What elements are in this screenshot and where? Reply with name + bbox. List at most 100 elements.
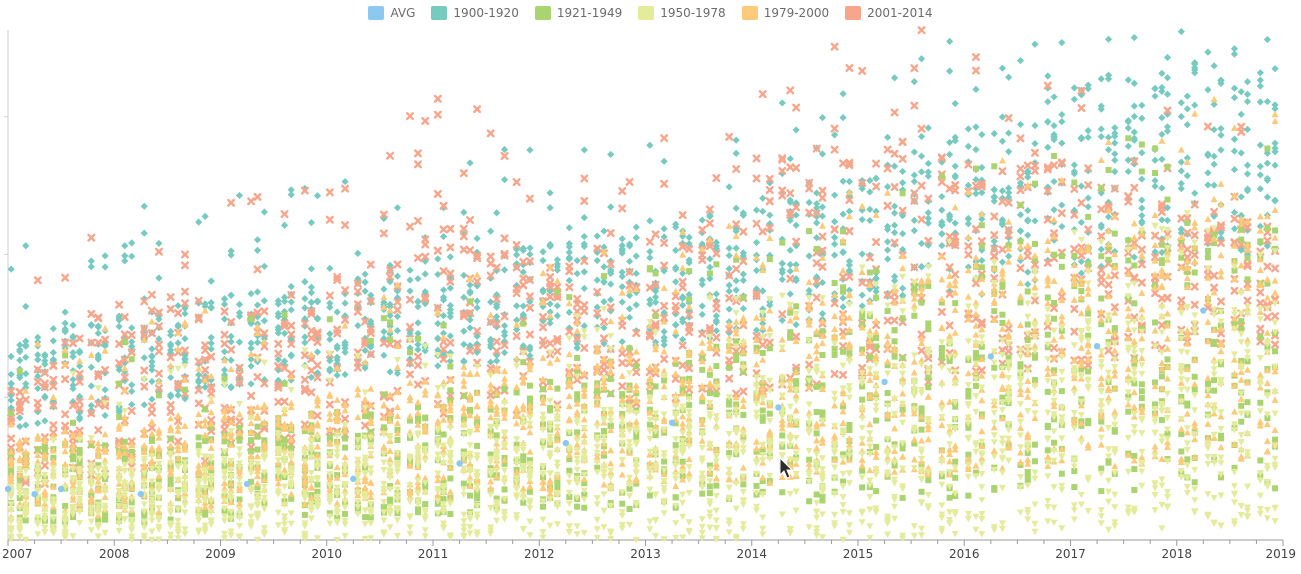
legend-item[interactable]: 1950-1978 [638, 6, 726, 20]
data-point-1979-2000 [446, 488, 454, 495]
data-point-1900-1920 [607, 150, 615, 159]
data-point-1950-1978 [792, 488, 800, 496]
data-point-1921-1949 [414, 335, 421, 342]
data-point-1900-1920 [573, 344, 581, 352]
data-point-1979-2000 [167, 465, 175, 472]
data-point-1979-2000 [167, 414, 175, 422]
data-point-1950-1978 [49, 515, 57, 523]
data-point-1950-1978 [41, 498, 49, 505]
data-point-1979-2000 [632, 348, 640, 355]
data-point-1950-1978 [128, 473, 136, 481]
data-point-1921-1949 [686, 268, 693, 275]
data-point-1950-1978 [195, 517, 203, 524]
legend-item[interactable]: 2001-2014 [845, 6, 933, 20]
data-point-1921-1949 [726, 401, 733, 408]
legend-item[interactable]: AVG [368, 6, 415, 20]
data-point-2001-2014 [94, 338, 103, 347]
data-point-1921-1949 [362, 514, 369, 521]
legend-label: 1921-1949 [556, 6, 623, 20]
data-point-1979-2000 [41, 437, 49, 445]
data-point-1921-1949 [460, 480, 467, 487]
data-point-1900-1920 [361, 278, 369, 286]
data-point-1921-1949 [254, 446, 261, 453]
data-point-1900-1920 [406, 266, 414, 274]
data-point-1979-2000 [128, 453, 136, 460]
data-point-1950-1978 [41, 507, 49, 514]
data-point-1950-1978 [460, 491, 468, 499]
data-point-1950-1978 [487, 491, 495, 498]
data-point-1950-1978 [155, 526, 163, 533]
data-point-1950-1978 [434, 442, 442, 450]
data-point-1950-1978 [195, 477, 203, 485]
x-tick-label: 2011 [418, 547, 449, 561]
legend-label: 1979-2000 [763, 6, 830, 20]
data-point-1950-1978 [167, 502, 175, 509]
legend-item[interactable]: 1979-2000 [741, 6, 830, 20]
data-point-1950-1978 [839, 431, 847, 439]
data-point-1900-1920 [253, 301, 262, 309]
data-point-2001-2014 [194, 313, 203, 322]
data-point-1979-2000 [227, 403, 235, 411]
data-point-1979-2000 [174, 328, 182, 336]
data-point-1979-2000 [753, 360, 761, 368]
data-point-1900-1920 [786, 155, 794, 163]
data-point-1950-1978 [101, 400, 109, 407]
data-point-1979-2000 [101, 493, 109, 501]
data-point-1900-1920 [526, 244, 534, 252]
data-point-1950-1978 [487, 504, 495, 512]
data-point-1921-1949 [520, 359, 527, 366]
data-point-2001-2014 [174, 437, 183, 446]
data-point-1900-1920 [287, 298, 295, 306]
data-point-2001-2014 [421, 240, 430, 249]
data-point-1950-1978 [221, 530, 229, 538]
data-point-1979-2000 [207, 444, 215, 451]
data-point-1950-1978 [281, 483, 289, 491]
data-point-1979-2000 [546, 359, 554, 366]
data-point-1979-2000 [195, 466, 203, 473]
data-point-1979-2000 [487, 311, 495, 318]
data-point-1900-1920 [698, 310, 706, 319]
data-point-1950-1978 [155, 505, 163, 512]
data-point-1900-1920 [22, 353, 30, 361]
data-point-1950-1978 [626, 370, 634, 377]
data-point-1900-1920 [679, 301, 687, 309]
data-point-1950-1978 [778, 292, 786, 300]
data-point-1979-2000 [618, 344, 626, 351]
data-point-1950-1978 [94, 501, 102, 509]
data-point-1950-1978 [201, 528, 209, 536]
data-point-1950-1978 [221, 456, 229, 463]
data-point-2001-2014 [645, 237, 654, 246]
data-point-2001-2014 [500, 234, 509, 243]
data-point-1979-2000 [440, 333, 448, 341]
data-point-1950-1978 [759, 525, 767, 533]
data-point-1921-1949 [474, 442, 481, 449]
data-point-2001-2014 [94, 400, 103, 409]
data-point-1979-2000 [94, 444, 102, 451]
data-point-1950-1978 [766, 455, 774, 463]
data-point-1950-1978 [632, 410, 640, 417]
data-point-1950-1978 [22, 536, 30, 544]
data-point-1979-2000 [685, 303, 693, 310]
data-point-1950-1978 [845, 301, 853, 308]
data-point-1950-1978 [513, 486, 521, 493]
data-point-1900-1920 [778, 275, 786, 284]
data-point-1979-2000 [672, 327, 680, 335]
legend-item[interactable]: 1900-1920 [431, 6, 519, 20]
data-point-1900-1920 [493, 209, 501, 217]
data-point-1900-1920 [115, 407, 123, 415]
data-point-2001-2014 [671, 292, 680, 301]
data-point-2001-2014 [486, 129, 495, 138]
data-point-2001-2014 [660, 301, 669, 310]
data-point-1921-1949 [34, 446, 41, 453]
data-point-1950-1978 [34, 531, 42, 538]
data-point-1950-1978 [174, 528, 182, 536]
data-point-1979-2000 [115, 422, 123, 429]
legend-item[interactable]: 1921-1949 [534, 6, 623, 20]
data-point-1979-2000 [41, 451, 49, 458]
data-point-1979-2000 [632, 381, 640, 389]
data-point-1950-1978 [725, 517, 733, 524]
data-point-1979-2000 [115, 453, 123, 460]
data-point-2001-2014 [459, 245, 468, 254]
data-point-1921-1949 [574, 354, 581, 361]
data-point-1900-1920 [247, 362, 255, 370]
